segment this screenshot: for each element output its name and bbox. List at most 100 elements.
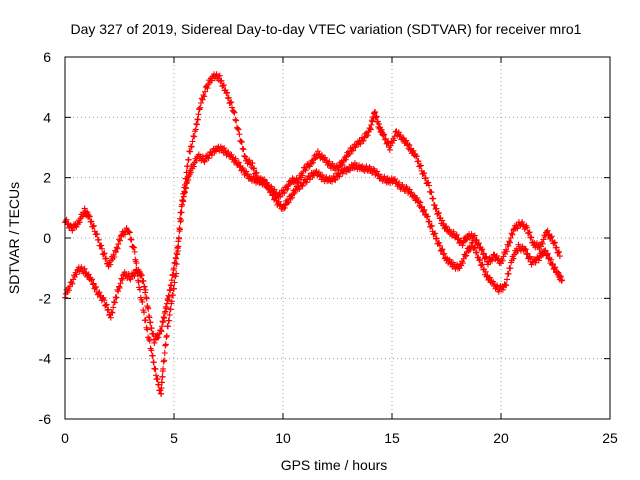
data-point <box>552 264 559 271</box>
tick-labels: 0 5 10 15 20 25 -6 -4 -2 0 2 4 6 <box>39 49 618 446</box>
data-point <box>510 255 517 262</box>
data-point <box>418 204 425 211</box>
data-point <box>66 287 73 294</box>
data-point <box>108 309 115 316</box>
data-point <box>130 244 137 251</box>
data-point <box>524 250 531 257</box>
data-point <box>277 193 284 200</box>
data-point <box>413 153 420 160</box>
data-point <box>111 254 118 261</box>
data-point <box>483 253 490 260</box>
data-point <box>373 113 380 120</box>
data-point <box>187 169 194 176</box>
data-point <box>438 247 445 254</box>
data-point <box>180 193 187 200</box>
data-point <box>473 236 480 243</box>
data-point <box>109 309 116 316</box>
data-point <box>121 231 128 238</box>
data-point <box>113 294 120 301</box>
data-point <box>161 350 168 357</box>
data-point <box>548 233 555 240</box>
data-point <box>197 100 204 107</box>
data-points <box>62 71 566 397</box>
data-point <box>202 88 209 95</box>
x-tick-label: 0 <box>61 430 69 446</box>
data-point <box>185 156 192 163</box>
data-point <box>189 138 196 145</box>
data-point <box>76 219 83 226</box>
data-point <box>187 143 194 150</box>
data-point <box>136 286 143 293</box>
data-point <box>382 135 389 142</box>
data-point <box>524 224 531 231</box>
data-point <box>548 261 555 268</box>
data-point <box>88 277 95 284</box>
data-point <box>459 260 466 267</box>
data-point <box>505 242 512 249</box>
data-point <box>403 137 410 144</box>
data-point <box>288 194 295 201</box>
data-point <box>421 169 428 176</box>
y-tick-label: -6 <box>39 411 52 427</box>
data-point <box>116 284 123 291</box>
data-point <box>149 352 156 359</box>
data-point <box>480 251 487 258</box>
data-point <box>551 239 558 246</box>
data-point <box>204 85 211 92</box>
data-point <box>425 179 432 186</box>
data-point <box>506 238 513 245</box>
data-point <box>216 72 223 79</box>
data-point <box>146 337 153 344</box>
data-point <box>480 250 487 257</box>
data-point <box>436 242 443 249</box>
data-point <box>287 181 294 188</box>
data-point <box>116 236 123 243</box>
data-point <box>406 142 413 149</box>
data-point <box>190 133 197 140</box>
data-point <box>173 250 180 257</box>
data-point <box>234 125 241 132</box>
data-point <box>88 218 95 225</box>
data-point <box>128 236 135 243</box>
data-point <box>499 286 506 293</box>
data-point <box>281 189 288 196</box>
y-tick-label: -4 <box>39 351 52 367</box>
data-point <box>113 244 120 251</box>
data-point <box>357 140 364 147</box>
data-point <box>218 77 225 84</box>
data-point <box>463 236 470 243</box>
data-point <box>261 176 268 183</box>
data-point <box>281 204 288 211</box>
data-point <box>101 297 108 304</box>
data-point <box>551 265 558 272</box>
data-point <box>473 249 480 256</box>
data-point <box>443 223 450 230</box>
data-point <box>187 148 194 155</box>
data-point <box>471 232 478 239</box>
data-point <box>238 139 245 146</box>
data-point <box>143 295 150 302</box>
data-point <box>296 186 303 193</box>
data-point <box>151 339 158 346</box>
data-point <box>505 270 512 277</box>
x-tick-label: 20 <box>493 430 509 446</box>
data-point <box>154 375 161 382</box>
data-point <box>418 203 425 210</box>
data-point <box>81 265 88 272</box>
data-point <box>159 379 166 386</box>
data-point <box>420 207 427 214</box>
data-point <box>232 116 239 123</box>
data-point <box>450 228 457 235</box>
data-point <box>90 222 97 229</box>
data-point <box>140 277 147 284</box>
data-point <box>291 190 298 197</box>
data-point <box>526 254 533 261</box>
data-point <box>105 306 112 313</box>
data-point <box>238 138 245 145</box>
data-point <box>205 155 212 162</box>
series-trace-lower <box>62 143 566 346</box>
x-tick-label: 25 <box>602 430 618 446</box>
data-point <box>339 161 346 168</box>
data-point <box>469 239 476 246</box>
data-point <box>336 173 343 180</box>
